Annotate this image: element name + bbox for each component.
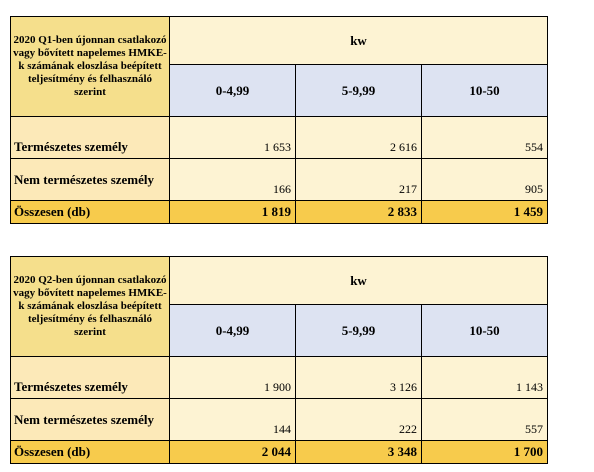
- table-row: Nem természetes személy 144 222 557: [10, 398, 548, 441]
- cell-value: 144: [169, 398, 296, 441]
- q2-distribution-table: 2020 Q2-ben újonnan csatlakozó vagy bőví…: [10, 256, 548, 464]
- unit-label: kw: [169, 256, 548, 305]
- row-label: Nem természetes személy: [10, 398, 170, 441]
- total-label: Összesen (db): [10, 440, 170, 464]
- row-label: Természetes személy: [10, 116, 170, 159]
- total-value: 2 044: [169, 440, 296, 464]
- band-header: 5-9,99: [295, 64, 422, 117]
- cell-value: 905: [421, 158, 548, 201]
- cell-value: 1 900: [169, 356, 296, 399]
- cell-value: 217: [295, 158, 422, 201]
- table-header: 2020 Q1-ben újonnan csatlakozó vagy bőví…: [10, 16, 170, 117]
- cell-value: 2 616: [295, 116, 422, 159]
- row-label: Természetes személy: [10, 356, 170, 399]
- q1-distribution-table: 2020 Q1-ben újonnan csatlakozó vagy bőví…: [10, 16, 548, 224]
- band-header: 0-4,99: [169, 64, 296, 117]
- band-header: 10-50: [421, 64, 548, 117]
- total-value: 1 819: [169, 200, 296, 224]
- row-label: Nem természetes személy: [10, 158, 170, 201]
- cell-value: 222: [295, 398, 422, 441]
- cell-value: 3 126: [295, 356, 422, 399]
- cell-value: 1 653: [169, 116, 296, 159]
- band-header: 0-4,99: [169, 304, 296, 357]
- band-header: 5-9,99: [295, 304, 422, 357]
- total-value: 1 700: [421, 440, 548, 464]
- band-header: 10-50: [421, 304, 548, 357]
- table-row: Természetes személy 1 900 3 126 1 143: [10, 356, 548, 399]
- total-label: Összesen (db): [10, 200, 170, 224]
- table-header: 2020 Q2-ben újonnan csatlakozó vagy bőví…: [10, 256, 170, 357]
- table-row: Természetes személy 1 653 2 616 554: [10, 116, 548, 159]
- total-value: 3 348: [295, 440, 422, 464]
- total-row: Összesen (db) 1 819 2 833 1 459: [10, 200, 548, 224]
- cell-value: 554: [421, 116, 548, 159]
- total-value: 2 833: [295, 200, 422, 224]
- total-row: Összesen (db) 2 044 3 348 1 700: [10, 440, 548, 464]
- table-row: Nem természetes személy 166 217 905: [10, 158, 548, 201]
- cell-value: 557: [421, 398, 548, 441]
- cell-value: 1 143: [421, 356, 548, 399]
- unit-label: kw: [169, 16, 548, 65]
- cell-value: 166: [169, 158, 296, 201]
- total-value: 1 459: [421, 200, 548, 224]
